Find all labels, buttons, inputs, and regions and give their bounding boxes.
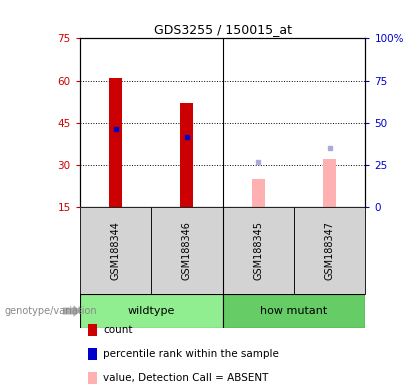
Text: value, Detection Call = ABSENT: value, Detection Call = ABSENT bbox=[103, 373, 268, 383]
Text: how mutant: how mutant bbox=[260, 306, 328, 316]
Bar bbox=[80, 294, 223, 328]
Bar bbox=[109, 78, 122, 207]
Bar bbox=[181, 103, 193, 207]
Bar bbox=[80, 207, 151, 294]
Bar bbox=[223, 207, 294, 294]
Text: wildtype: wildtype bbox=[128, 306, 175, 316]
Text: genotype/variation: genotype/variation bbox=[4, 306, 97, 316]
Text: percentile rank within the sample: percentile rank within the sample bbox=[103, 349, 279, 359]
Text: GSM188346: GSM188346 bbox=[182, 221, 192, 280]
Bar bbox=[151, 207, 223, 294]
Bar bbox=[223, 294, 365, 328]
Text: count: count bbox=[103, 325, 133, 335]
Bar bbox=[294, 207, 365, 294]
Bar bbox=[323, 159, 336, 207]
Bar bbox=[252, 179, 265, 207]
Text: GSM188345: GSM188345 bbox=[253, 221, 263, 280]
Title: GDS3255 / 150015_at: GDS3255 / 150015_at bbox=[154, 23, 291, 36]
Text: GSM188344: GSM188344 bbox=[110, 221, 121, 280]
Text: GSM188347: GSM188347 bbox=[325, 221, 335, 280]
